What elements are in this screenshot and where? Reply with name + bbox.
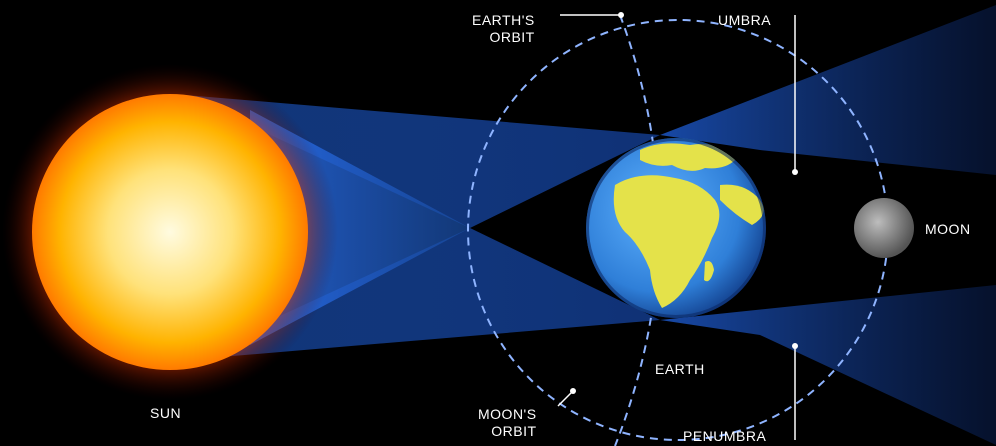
moon-label: MOON [925,221,971,237]
earths-orbit-label-line1: EARTH'S [472,12,535,28]
moon [854,198,914,258]
sun [32,94,308,370]
umbra-leader-dot [792,169,798,175]
penumbra-region-right-lower [660,285,996,445]
moons-orbit-label-line2: ORBIT [491,423,537,439]
moons-orbit-label-line1: MOON'S [478,406,537,422]
umbra-label: UMBRA [718,12,772,28]
earths-orbit-label: EARTH'S ORBIT [472,12,535,46]
land-arabia [720,184,764,225]
earth [586,138,766,318]
land-europe [640,143,735,171]
penumbra-label: PENUMBRA [683,428,767,444]
land-africa [613,175,720,308]
sun-label: SUN [150,405,182,421]
moons-orbit-label: MOON'S ORBIT [478,406,537,440]
moons-orbit-leader-dot [570,388,576,394]
earths-orbit [614,14,660,446]
penumbra-leader-dot [792,343,798,349]
earths-orbit-label-line2: ORBIT [489,29,535,45]
earth-label: EARTH [655,361,705,377]
earths-orbit-leader-dot [618,12,624,18]
moons-orbit-leader-line [557,390,574,407]
land-madagascar [704,261,714,282]
penumbra-cone-left-upper [185,95,660,228]
penumbra-region-right-upper [660,5,996,175]
